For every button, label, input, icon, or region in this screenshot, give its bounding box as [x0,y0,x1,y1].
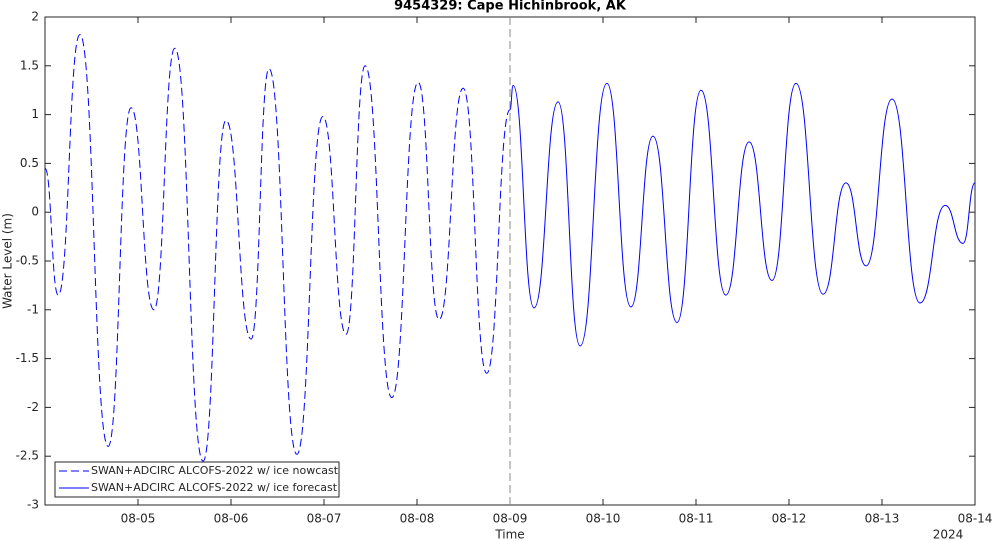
legend-label: SWAN+ADCIRC ALCOFS-2022 w/ ice nowcast [91,464,339,477]
y-tick-label: 1 [31,107,39,121]
legend-box [54,461,340,498]
x-tick-label: 08-07 [307,512,342,526]
y-tick-label: -1 [27,302,39,316]
x-axis-label: Time [494,528,524,541]
x-tick-label: 08-06 [214,512,249,526]
y-tick-label: -1.5 [16,351,39,365]
x-tick-label: 08-09 [493,512,528,526]
legend-label: SWAN+ADCIRC ALCOFS-2022 w/ ice forecast [91,481,338,494]
x-tick-label: 08-11 [679,512,714,526]
x-tick-label: 08-10 [586,512,621,526]
y-tick-label: -2.5 [16,449,39,463]
x-tick-label: 08-13 [865,512,900,526]
y-tick-label: -0.5 [16,254,39,268]
chart-title: 9454329: Cape Hichinbrook, AK [394,0,627,14]
x-tick-label: 08-05 [121,512,156,526]
y-tick-label: 0 [31,205,39,219]
x-tick-label: 08-12 [772,512,807,526]
series-line [509,82,976,347]
x-tick-label: 08-08 [400,512,435,526]
x-year-label: 2024 [933,528,964,541]
y-tick-label: -3 [27,498,39,512]
y-tick-label: 0.5 [20,156,39,170]
y-tick-label: -2 [27,400,39,414]
series-line [44,34,511,462]
y-axis-label: Water Level (m) [1,213,15,309]
y-tick-label: 2 [31,10,39,24]
x-tick-label: 08-14 [958,512,992,526]
y-tick-label: 1.5 [20,58,39,72]
